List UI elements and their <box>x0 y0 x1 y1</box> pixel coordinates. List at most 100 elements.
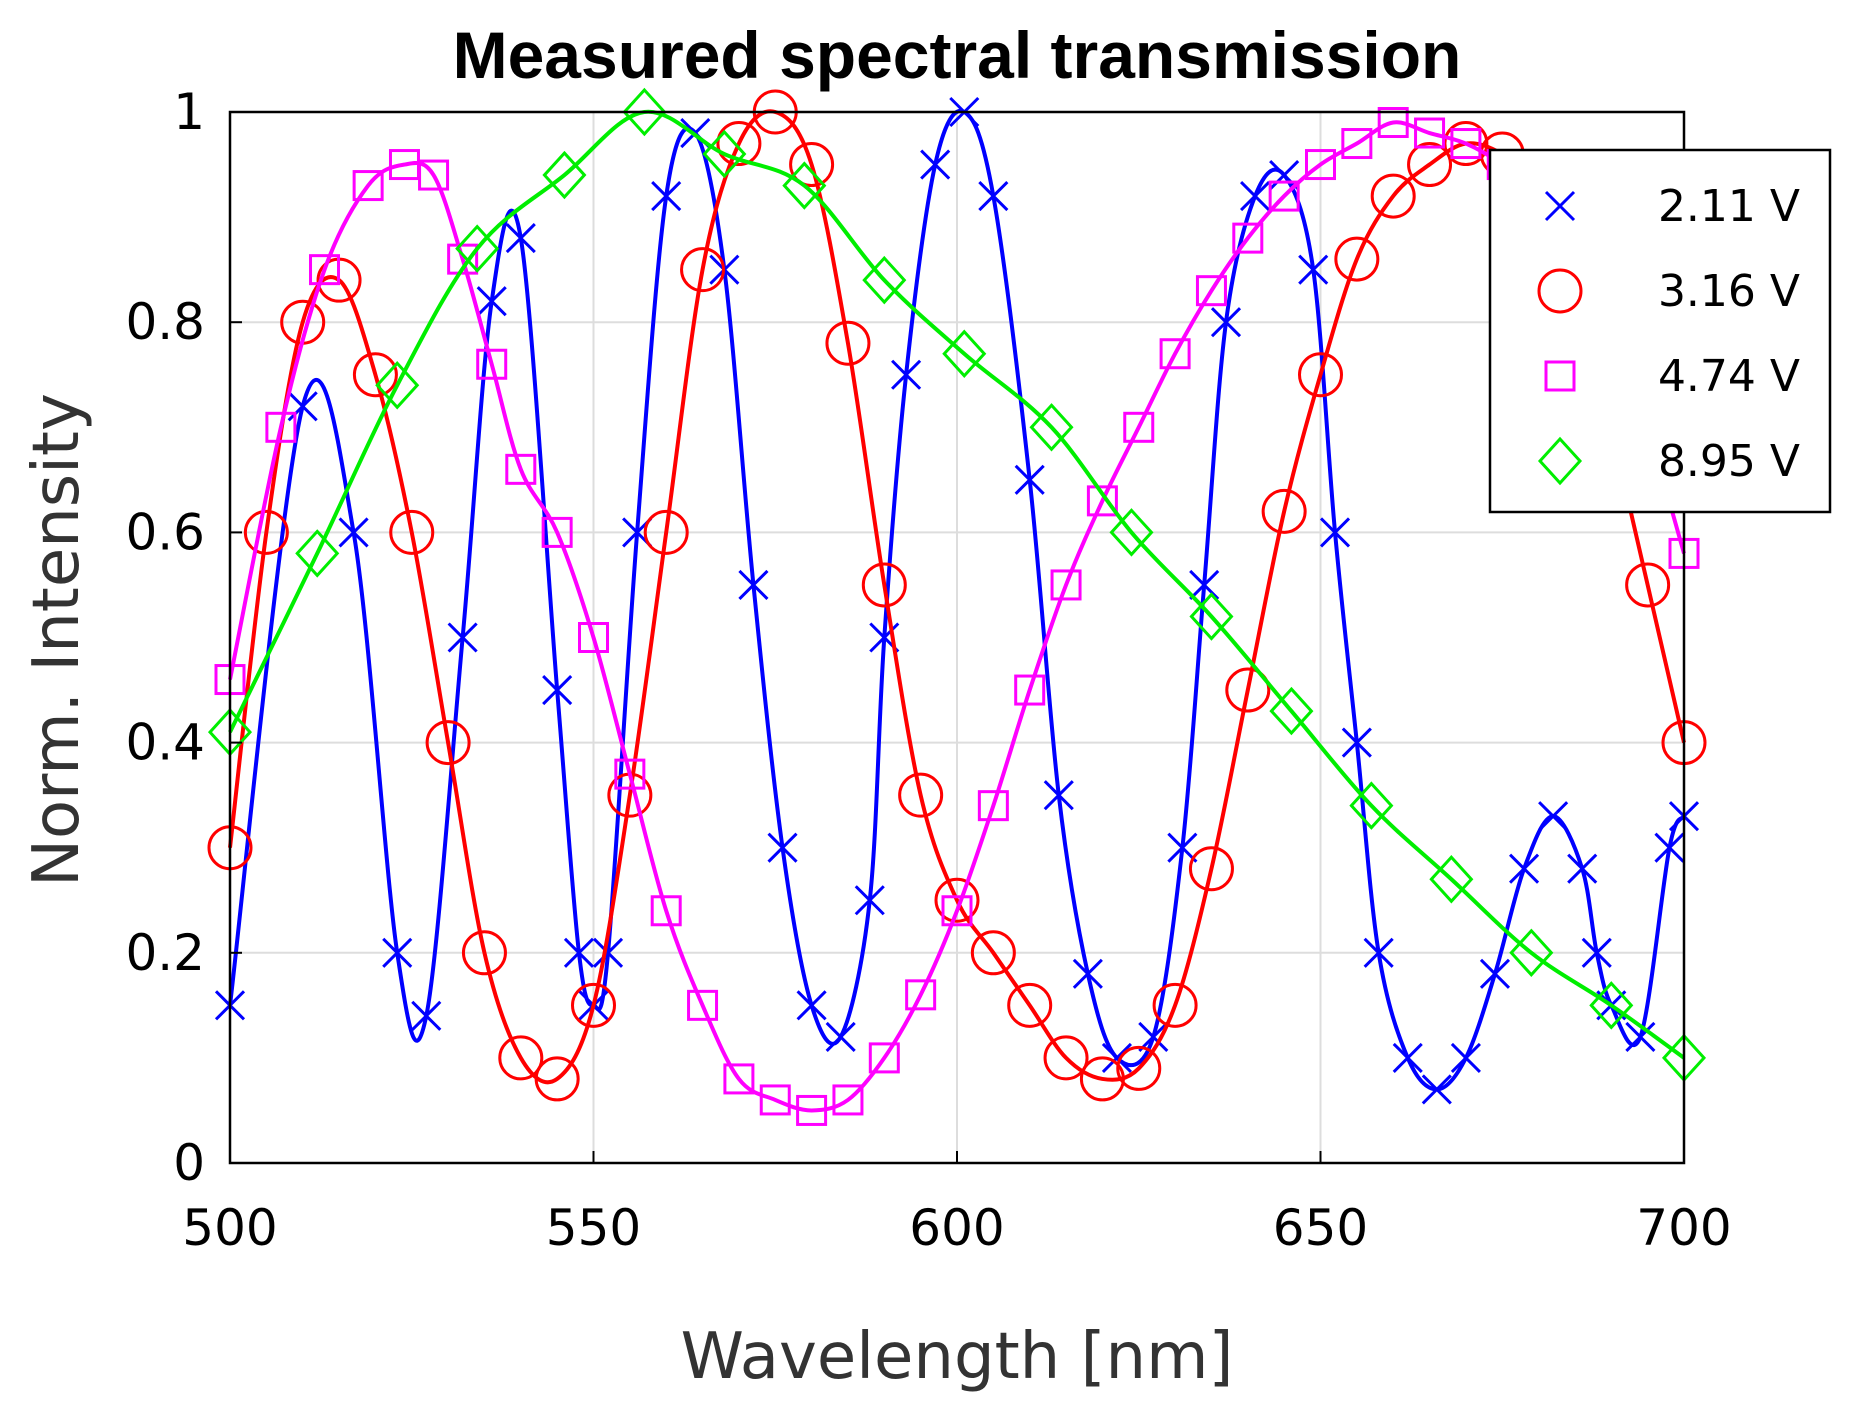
data-point <box>825 1021 856 1052</box>
data-point <box>375 361 420 410</box>
series-layer <box>207 87 1707 1126</box>
data-point <box>1152 982 1198 1028</box>
data-point <box>1086 485 1118 517</box>
data-point <box>702 129 747 179</box>
data-point <box>309 254 341 286</box>
data-point <box>643 509 689 555</box>
legend-label: 3.16 V <box>1658 266 1800 317</box>
series-line <box>228 108 1686 1092</box>
data-point <box>767 832 798 863</box>
data-point <box>1029 403 1074 452</box>
data-point <box>941 895 973 927</box>
legend-marker <box>1544 190 1576 222</box>
data-point <box>1319 517 1351 548</box>
data-point <box>1240 181 1271 212</box>
data-point <box>796 1094 828 1126</box>
data-point <box>796 990 827 1021</box>
data-point <box>1538 801 1569 832</box>
data-point <box>1195 275 1227 307</box>
data-point <box>789 142 835 188</box>
ticks: 500 550 600 650 700 0 0.2 0.4 0.6 0.8 1 <box>125 83 1731 1257</box>
data-point <box>1421 1074 1452 1105</box>
data-point <box>541 516 573 548</box>
legend-label: 8.95 V <box>1658 436 1800 487</box>
legend-entry: 3.16 V <box>1537 266 1800 317</box>
data-point <box>978 181 1009 212</box>
series-3-16-V <box>207 89 1707 1102</box>
data-point <box>905 979 937 1011</box>
x-tick-label: 550 <box>546 1199 641 1257</box>
data-point <box>592 937 624 968</box>
data-point <box>382 937 413 968</box>
x-axis-label: Wavelength [nm] <box>681 1320 1234 1394</box>
data-point <box>854 885 885 916</box>
data-point <box>352 170 384 202</box>
data-point <box>970 930 1016 976</box>
data-point <box>1377 107 1409 139</box>
data-point <box>1101 1042 1133 1073</box>
data-point <box>1298 352 1343 398</box>
data-point <box>1625 1021 1656 1052</box>
data-point <box>920 149 951 180</box>
data-point <box>942 329 987 378</box>
data-point <box>738 569 769 601</box>
legend: 2.11 V 3.16 V 4.74 V 8.95 V <box>1488 148 1832 514</box>
data-point <box>782 161 827 210</box>
data-point <box>265 411 297 443</box>
legend-label: 2.11 V <box>1658 181 1800 232</box>
data-point <box>1072 958 1103 989</box>
data-point <box>1407 142 1453 188</box>
data-point <box>1298 254 1329 285</box>
data-point <box>687 989 719 1021</box>
data-point <box>1581 937 1612 968</box>
x-tick-label: 600 <box>909 1199 1004 1257</box>
data-point <box>1167 832 1198 863</box>
data-point <box>1138 1021 1169 1052</box>
data-point <box>1334 236 1380 282</box>
data-point <box>1116 1045 1162 1091</box>
data-point <box>1349 781 1394 830</box>
data-point <box>934 877 980 923</box>
data-point <box>1450 128 1482 160</box>
data-point <box>1079 1056 1125 1102</box>
y-axis-label: Norm. Intensity <box>20 393 94 887</box>
data-point <box>868 1042 900 1074</box>
data-point <box>614 758 646 790</box>
data-point <box>542 674 573 706</box>
data-point <box>1225 667 1271 713</box>
data-point <box>1305 149 1336 181</box>
legend-marker <box>1537 436 1583 486</box>
data-point <box>476 348 508 380</box>
data-point <box>455 224 500 273</box>
data-point <box>425 720 471 766</box>
data-point <box>1414 117 1446 149</box>
legend-marker <box>1544 360 1576 392</box>
y-tick-label: 0.8 <box>125 293 205 351</box>
data-point <box>338 517 369 548</box>
data-point <box>1625 562 1671 608</box>
data-point <box>1188 846 1234 892</box>
data-point <box>1043 1035 1089 1081</box>
data-point <box>1567 853 1598 884</box>
series-line <box>228 109 1686 1060</box>
data-point <box>825 320 871 366</box>
data-point <box>498 1035 544 1081</box>
data-point <box>1392 1042 1423 1073</box>
legend-entry: 4.74 V <box>1544 351 1800 402</box>
data-point <box>1043 780 1074 811</box>
data-point <box>571 982 616 1028</box>
data-point <box>1450 1042 1481 1073</box>
data-point <box>476 286 507 317</box>
data-point <box>1050 569 1082 601</box>
data-point <box>832 1084 864 1116</box>
data-point <box>534 1056 580 1102</box>
data-point <box>1014 464 1045 495</box>
y-tick-label: 0.6 <box>125 503 205 561</box>
grid <box>230 112 1684 1163</box>
data-point <box>1341 727 1372 758</box>
data-point <box>1479 958 1511 989</box>
data-point <box>1007 982 1053 1028</box>
y-tick-label: 1 <box>173 83 205 141</box>
x-tick-label: 500 <box>182 1199 277 1257</box>
data-point <box>1654 832 1685 863</box>
